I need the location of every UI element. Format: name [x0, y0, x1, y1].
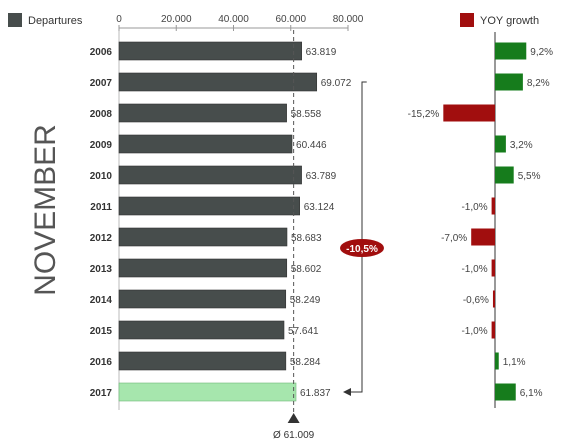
departures-value-label: 60.446 [296, 140, 327, 151]
yoy-legend-swatch [460, 13, 474, 27]
departures-value-label: 58.602 [291, 264, 322, 275]
yoy-value-label: 5,5% [518, 171, 541, 182]
departures-bar-2011 [118, 196, 300, 216]
yoy-bar-2011 [491, 197, 495, 215]
side-label: NOVEMBER [29, 124, 62, 296]
year-label: 2015 [90, 326, 113, 337]
annotation-badge [340, 239, 384, 257]
average-triangle-icon [287, 413, 300, 423]
departures-legend: Departures [8, 13, 83, 27]
departures-bars [118, 41, 318, 402]
yoy-value-label: -0,6% [463, 295, 489, 306]
departures-value-label: 63.124 [304, 202, 335, 213]
yoy-bar-2016 [495, 352, 499, 370]
yoy-value-label: 3,2% [510, 140, 533, 151]
year-label: 2014 [90, 295, 113, 306]
departures-tick-label: 40.000 [218, 14, 249, 25]
year-label: 2016 [90, 357, 113, 368]
yoy-value-label: 9,2% [530, 47, 553, 58]
year-label: 2007 [90, 78, 113, 89]
yoy-bar-2014 [492, 290, 495, 308]
yoy-bar-2017 [495, 383, 516, 401]
yoy-value-label: -15,2% [408, 109, 440, 120]
annotation-label: -10,5% [346, 244, 378, 255]
average-marker: Ø 61.009 [273, 30, 315, 441]
departures-bar-2008 [118, 103, 287, 123]
departures-value-labels: 63.819 69.072 58.558 60.446 63.789 63.124 58.6… [288, 47, 352, 399]
year-label: 2011 [90, 202, 112, 213]
yoy-value-label: -1,0% [461, 202, 487, 213]
yoy-bar-2007 [495, 73, 523, 91]
yoy-bar-2010 [495, 166, 514, 184]
departures-legend-swatch [8, 13, 22, 27]
year-label: 2012 [90, 233, 113, 244]
departures-bar-2009 [118, 134, 293, 154]
yoy-value-label: -1,0% [461, 264, 487, 275]
departures-value-label: 69.072 [321, 78, 352, 89]
average-label: Ø 61.009 [273, 430, 315, 441]
departures-value-label: 61.837 [300, 388, 331, 399]
departures-bar-2007 [118, 72, 318, 92]
departures-bar-2015 [118, 320, 285, 340]
yoy-bar-2013 [491, 259, 495, 277]
departures-value-label: 58.683 [291, 233, 322, 244]
year-labels: 2006 2007 2008 2009 2010 2011 2012 2013 2014 2015… [90, 47, 113, 399]
yoy-bar-2012 [471, 228, 495, 246]
yoy-value-label: 1,1% [503, 357, 526, 368]
departures-tick-label: 0 [116, 14, 122, 25]
yoy-bar-2015 [491, 321, 495, 339]
departures-value-label: 58.284 [290, 357, 321, 368]
year-label: 2017 [90, 388, 113, 399]
departures-bar-2013 [118, 258, 288, 278]
year-label: 2010 [90, 171, 113, 182]
yoy-value-labels: 9,2% 8,2% -15,2% 3,2% 5,5% -1,0% -7,0% -1,0% -0,… [408, 47, 554, 399]
departures-tick-label: 80.000 [333, 14, 364, 25]
yoy-bar-2006 [495, 42, 527, 60]
departures-bar-2014 [118, 289, 287, 309]
yoy-legend: YOY growth [460, 13, 539, 27]
departures-bar-2017 [118, 382, 297, 402]
yoy-bar-2009 [495, 135, 506, 153]
departures-value-label: 57.641 [288, 326, 319, 337]
change-annotation: -10,5% [340, 81, 384, 396]
departures-value-label: 63.789 [306, 171, 337, 182]
departures-axis: 0 20.000 40.000 60.000 80.000 [116, 14, 364, 410]
yoy-value-label: -7,0% [441, 233, 467, 244]
departures-value-label: 58.249 [290, 295, 321, 306]
yoy-bars [443, 32, 527, 408]
departures-tick-label: 20.000 [161, 14, 192, 25]
departures-bar-2006 [118, 41, 302, 61]
departures-bar-2016 [118, 351, 287, 371]
yoy-value-label: 8,2% [527, 78, 550, 89]
yoy-legend-label: YOY growth [480, 15, 539, 27]
departures-tick-label: 60.000 [275, 14, 306, 25]
departures-bar-2010 [118, 165, 302, 185]
departures-legend-label: Departures [28, 15, 83, 27]
yoy-bar-2008 [443, 104, 495, 122]
year-label: 2008 [90, 109, 113, 120]
year-label: 2009 [90, 140, 113, 151]
yoy-value-label: 6,1% [520, 388, 543, 399]
year-label: 2013 [90, 264, 113, 275]
annotation-bracket [343, 81, 367, 396]
year-label: 2006 [90, 47, 113, 58]
departures-value-label: 58.558 [291, 109, 322, 120]
departures-value-label: 63.819 [306, 47, 337, 58]
departures-bar-2012 [118, 227, 288, 247]
yoy-value-label: -1,0% [461, 326, 487, 337]
